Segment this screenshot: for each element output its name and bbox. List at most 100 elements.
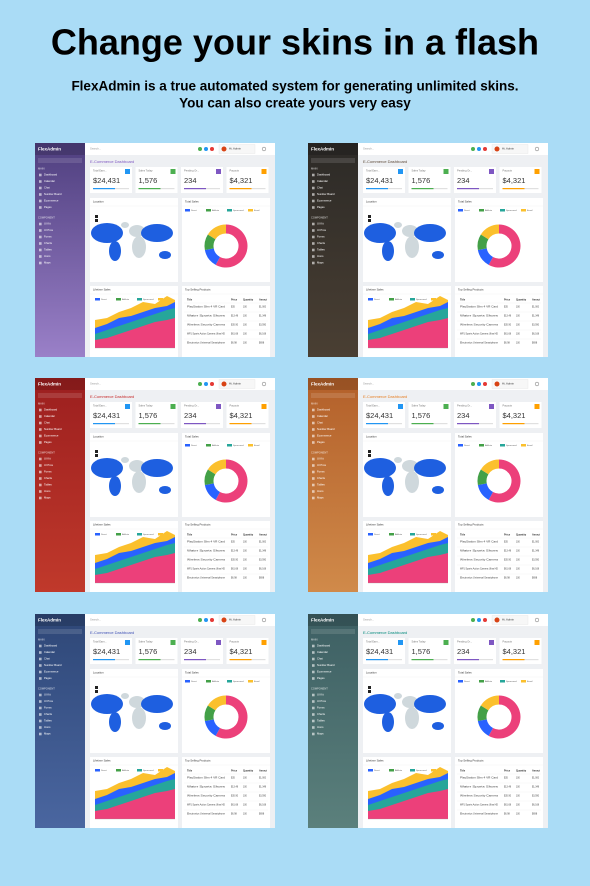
table-cell: $1,348 xyxy=(259,316,267,318)
notification-icon xyxy=(477,618,481,622)
sidebar-icon xyxy=(312,464,315,467)
legend-swatch xyxy=(431,533,436,536)
legend-swatch xyxy=(95,533,100,536)
table-cell: $1,000 xyxy=(532,778,540,780)
sidebar-icon xyxy=(312,248,315,252)
legend-label: Direct xyxy=(464,444,470,447)
sidebar-item: Maps xyxy=(317,261,324,265)
sidebar-item: Tables xyxy=(44,248,52,252)
table-cell: $61.68 xyxy=(504,805,512,807)
sidebar-icon xyxy=(39,235,42,239)
legend-swatch xyxy=(431,769,436,772)
table-cell: Wireless Security Camera xyxy=(460,559,499,562)
sidebar-item: Forms xyxy=(44,470,52,474)
legend-label: Sponsored xyxy=(143,769,154,772)
sidebar-item: UI Pros xyxy=(317,228,327,232)
sidebar-icon xyxy=(312,186,315,190)
table-cell: Water Sports Shoes xyxy=(187,550,227,553)
table-header: Price xyxy=(504,770,511,773)
sidebar-icon xyxy=(39,248,42,252)
table-header: Quantity xyxy=(243,299,254,302)
avatar xyxy=(221,617,227,623)
sidebar-item: Tables xyxy=(317,483,325,487)
notification-icon xyxy=(204,618,208,622)
sidebar-search xyxy=(311,158,355,163)
legend-swatch xyxy=(116,298,121,301)
notification-icon xyxy=(477,147,481,151)
area-layer xyxy=(368,789,448,819)
table-cell: 100 xyxy=(243,316,248,318)
stat-label: Pending Or... xyxy=(457,404,472,408)
sidebar-icon xyxy=(312,408,315,412)
world-map xyxy=(91,215,173,261)
table-cell: $698 xyxy=(532,814,538,816)
table-cell: Water Sports Shoes xyxy=(460,786,500,789)
sidebar-icon xyxy=(39,477,42,480)
stat-icon xyxy=(398,404,403,409)
notification-icon xyxy=(210,382,214,386)
settings-icon xyxy=(261,146,267,152)
table-cell: Electronics Universal Smartphone xyxy=(460,342,499,345)
continent xyxy=(129,460,145,472)
table-cell: MP1 Sports Action Camera Ultra HD xyxy=(460,804,498,807)
page-title: E-Commerce Dashboard xyxy=(90,630,134,635)
sidebar-icon xyxy=(39,693,42,697)
legend-swatch xyxy=(410,298,415,301)
table-header: Amout xyxy=(259,534,267,537)
table-cell: $3,590 xyxy=(259,325,267,327)
continent xyxy=(159,722,171,730)
table-cell: 100 xyxy=(243,796,248,798)
sidebar-icon xyxy=(39,186,42,190)
table-cell: Wireless Security Camera xyxy=(460,795,499,798)
continent xyxy=(159,486,171,494)
sidebar-icon xyxy=(39,670,42,674)
table-cell: $6.98 xyxy=(504,578,510,580)
legend-label: Email xyxy=(527,210,533,212)
legend-label: Email xyxy=(254,445,260,447)
legend-label: Direct xyxy=(374,533,380,536)
stat-icon xyxy=(170,640,176,645)
legend-label: Affiliate xyxy=(395,769,403,772)
donut-segment xyxy=(480,224,500,240)
table-header: Quantity xyxy=(243,534,254,537)
stat-icon xyxy=(216,640,221,645)
stat-icon xyxy=(125,640,130,645)
stat-label: Pending Or... xyxy=(184,169,199,173)
table-header: Price xyxy=(231,534,238,537)
avatar xyxy=(494,146,500,152)
table-header: Title xyxy=(187,534,193,537)
donut-segment xyxy=(204,705,216,722)
sidebar-icon xyxy=(39,180,42,183)
sidebar-icon xyxy=(312,457,315,461)
search: Search... xyxy=(90,147,101,151)
sidebar-icon xyxy=(312,677,315,680)
sidebar-icon xyxy=(39,664,42,667)
continent xyxy=(141,224,173,242)
card-title: Top Selling Products xyxy=(185,523,211,527)
card-title: Location xyxy=(366,200,377,204)
table-cell: PlayStation Slim 4 VR Card xyxy=(460,777,499,780)
table-cell: Electronics Universal Smartphone xyxy=(460,813,499,816)
sidebar-icon xyxy=(312,644,315,648)
table-cell: $35 xyxy=(231,778,236,780)
settings-icon xyxy=(261,617,267,623)
sidebar-icon xyxy=(312,229,315,232)
table-cell: 100 xyxy=(516,551,521,553)
sidebar-item: Chat xyxy=(44,186,50,190)
settings-icon xyxy=(261,381,267,387)
stat-value: 234 xyxy=(184,176,197,185)
table-cell: $1,348 xyxy=(532,787,540,789)
sidebar-item: Maps xyxy=(44,732,51,736)
stat-icon xyxy=(398,169,403,174)
legend-label: Direct xyxy=(464,209,470,212)
sidebar-icon xyxy=(39,421,42,425)
table-header: Price xyxy=(504,534,511,537)
legend-label: Direct xyxy=(101,533,107,536)
zoom-btn xyxy=(368,690,371,693)
legend-swatch xyxy=(116,533,121,536)
table-header: Quantity xyxy=(516,534,527,537)
sidebar-icon xyxy=(312,706,315,710)
legend-label: Sponsored xyxy=(506,444,517,447)
table-cell: $61.68 xyxy=(504,569,512,571)
stat-icon xyxy=(534,169,540,174)
